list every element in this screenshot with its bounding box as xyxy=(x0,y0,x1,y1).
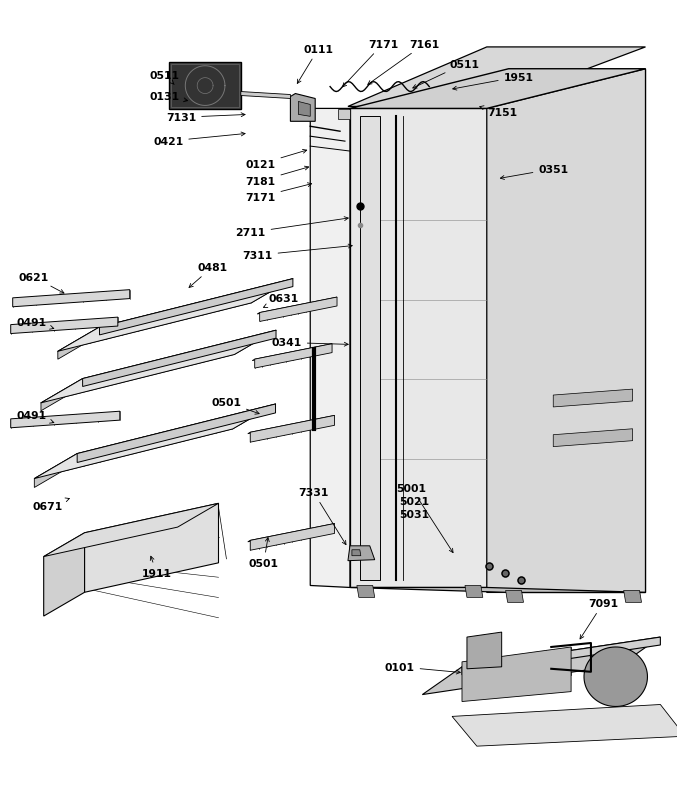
Polygon shape xyxy=(348,48,645,107)
Text: 1951: 1951 xyxy=(453,72,534,91)
Text: 7331: 7331 xyxy=(299,488,346,545)
Text: 7091: 7091 xyxy=(580,598,618,639)
Text: 7181: 7181 xyxy=(245,167,309,187)
Polygon shape xyxy=(41,379,83,411)
Polygon shape xyxy=(350,70,645,109)
Polygon shape xyxy=(83,330,276,387)
Text: 0111: 0111 xyxy=(297,45,333,84)
Polygon shape xyxy=(462,638,660,675)
Polygon shape xyxy=(299,103,310,117)
Text: 0131: 0131 xyxy=(149,91,188,103)
Text: 0511: 0511 xyxy=(150,71,180,85)
Text: 5001: 5001 xyxy=(396,484,453,553)
Polygon shape xyxy=(452,705,680,746)
Polygon shape xyxy=(34,404,275,479)
Polygon shape xyxy=(250,524,335,551)
Text: 0421: 0421 xyxy=(153,133,245,147)
Polygon shape xyxy=(509,70,645,593)
Polygon shape xyxy=(357,585,375,597)
Text: 0491: 0491 xyxy=(17,318,54,330)
Text: 0101: 0101 xyxy=(385,662,460,674)
Polygon shape xyxy=(11,318,118,334)
Polygon shape xyxy=(338,110,350,120)
Polygon shape xyxy=(58,327,99,360)
Text: 7171: 7171 xyxy=(245,184,311,202)
Polygon shape xyxy=(248,416,335,434)
Text: 0631: 0631 xyxy=(263,294,299,308)
Polygon shape xyxy=(84,504,218,593)
Polygon shape xyxy=(554,429,632,447)
Text: 7151: 7151 xyxy=(480,107,517,118)
Polygon shape xyxy=(487,70,645,593)
Polygon shape xyxy=(584,647,647,707)
Text: 2711: 2711 xyxy=(235,217,348,238)
Polygon shape xyxy=(171,65,239,108)
Polygon shape xyxy=(506,591,524,602)
Text: 5021: 5021 xyxy=(400,496,430,507)
Text: 1911: 1911 xyxy=(141,557,171,578)
Polygon shape xyxy=(99,279,293,335)
Polygon shape xyxy=(350,588,645,593)
Text: 7161: 7161 xyxy=(368,40,440,85)
Polygon shape xyxy=(348,546,375,561)
Text: 7171: 7171 xyxy=(343,40,398,87)
Polygon shape xyxy=(34,454,77,488)
Text: 0341: 0341 xyxy=(271,338,348,348)
Polygon shape xyxy=(41,330,276,403)
Polygon shape xyxy=(255,344,332,369)
Text: 0671: 0671 xyxy=(33,498,69,512)
Polygon shape xyxy=(350,109,487,588)
Polygon shape xyxy=(252,344,332,361)
Polygon shape xyxy=(624,591,641,602)
Polygon shape xyxy=(290,95,316,122)
Polygon shape xyxy=(250,416,335,443)
Polygon shape xyxy=(554,390,632,407)
Polygon shape xyxy=(248,524,335,542)
Text: 0501: 0501 xyxy=(211,398,259,415)
Polygon shape xyxy=(44,533,84,616)
Polygon shape xyxy=(467,632,502,669)
Text: 0491: 0491 xyxy=(17,411,54,423)
Polygon shape xyxy=(169,63,241,110)
Text: 0501: 0501 xyxy=(249,538,279,568)
Polygon shape xyxy=(257,298,337,314)
Polygon shape xyxy=(422,638,660,695)
Text: 5031: 5031 xyxy=(400,509,430,520)
Polygon shape xyxy=(462,647,571,702)
Polygon shape xyxy=(260,298,337,322)
Text: 0481: 0481 xyxy=(189,263,227,288)
Text: 0121: 0121 xyxy=(245,150,307,170)
Text: 0621: 0621 xyxy=(18,273,64,294)
Polygon shape xyxy=(58,279,293,352)
Text: 0351: 0351 xyxy=(500,164,568,180)
Polygon shape xyxy=(13,290,130,307)
Text: 0511: 0511 xyxy=(413,59,479,89)
Text: 7311: 7311 xyxy=(242,245,352,261)
Polygon shape xyxy=(77,404,275,463)
Polygon shape xyxy=(465,585,483,597)
Polygon shape xyxy=(11,411,120,428)
Polygon shape xyxy=(360,117,379,580)
Polygon shape xyxy=(44,504,218,557)
Polygon shape xyxy=(310,109,350,588)
Text: 7131: 7131 xyxy=(166,113,245,124)
Polygon shape xyxy=(352,550,361,556)
Polygon shape xyxy=(241,92,290,99)
